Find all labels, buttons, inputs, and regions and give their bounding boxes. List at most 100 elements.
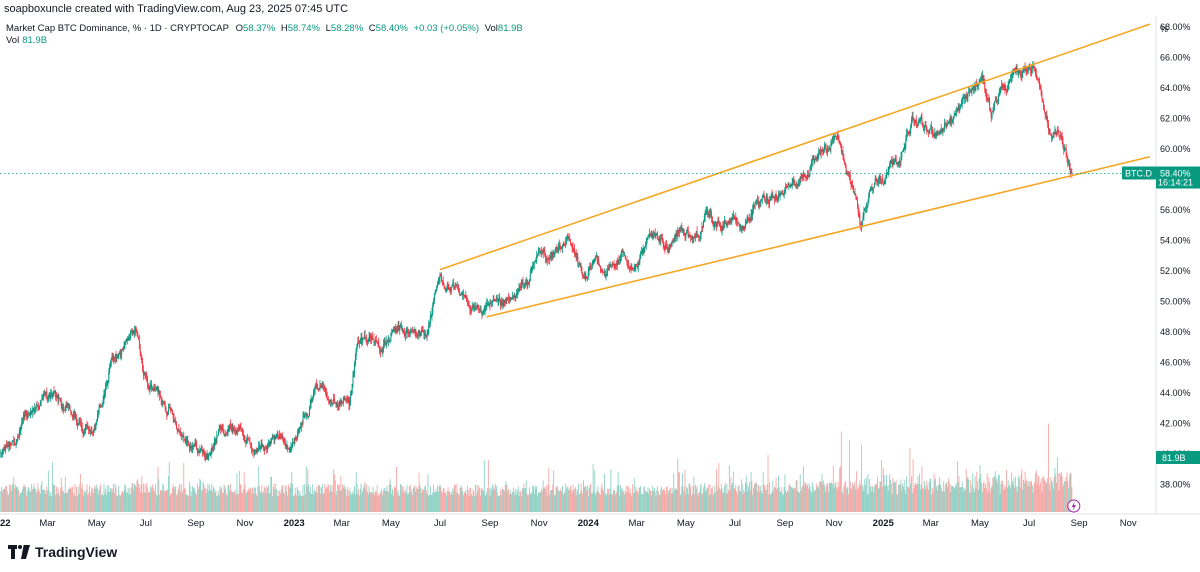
time-tick-label: May <box>677 518 695 529</box>
volume-bar <box>179 483 181 512</box>
candle-body <box>55 390 57 397</box>
candle-body <box>537 251 539 256</box>
volume-bar <box>403 486 405 512</box>
volume-bar <box>930 478 932 512</box>
volume-bar <box>500 495 502 512</box>
volume-bar <box>871 485 873 512</box>
candle-body <box>533 262 535 265</box>
candle-body <box>809 170 811 176</box>
volume-bar <box>4 488 6 512</box>
candle-body <box>554 248 556 252</box>
candle-body <box>819 150 821 152</box>
volume-bar <box>650 495 652 512</box>
volume-bar <box>518 496 520 512</box>
candle-body <box>102 400 104 404</box>
candle-body <box>674 237 676 240</box>
candle-body <box>451 284 453 288</box>
candle-body <box>1010 78 1012 79</box>
volume-bar <box>5 486 7 512</box>
volume-bar <box>222 493 224 512</box>
volume-bar <box>80 473 82 512</box>
candle-body <box>250 443 252 449</box>
candle-body <box>1065 148 1067 156</box>
candle-body <box>181 434 183 436</box>
candle-body <box>53 391 55 393</box>
candle-body <box>1010 78 1012 80</box>
volume-bar <box>1044 481 1046 512</box>
candle-body <box>68 403 70 410</box>
candle-body <box>169 407 171 409</box>
candle-body <box>128 337 130 340</box>
volume-bar <box>984 487 986 512</box>
volume-bar <box>686 486 688 512</box>
candle-body <box>926 126 928 131</box>
volume-bar <box>164 489 166 512</box>
candle-body <box>790 184 792 187</box>
volume-bar <box>267 485 269 512</box>
candle-body <box>901 152 903 158</box>
candle-body <box>171 410 173 412</box>
candle-body <box>644 246 646 252</box>
candle-body <box>283 439 285 443</box>
volume-legend[interactable]: Vol 81.9B <box>6 35 47 46</box>
candle-body <box>157 387 159 393</box>
volume-bar <box>135 487 137 512</box>
volume-bar <box>245 491 247 512</box>
volume-bar <box>744 492 746 512</box>
candle-body <box>583 274 585 277</box>
volume-bar <box>51 496 53 512</box>
volume-bar <box>612 494 613 512</box>
symbol-legend[interactable]: Market Cap BTC Dominance, % · 1D · CRYPT… <box>6 23 526 34</box>
volume-bar <box>298 495 300 512</box>
volume-bar <box>213 487 215 512</box>
candle-body <box>68 404 70 406</box>
volume-bar <box>445 493 447 512</box>
candle-body <box>279 434 281 439</box>
candle-body <box>707 209 709 213</box>
candle-body <box>687 230 689 237</box>
volume-bar <box>786 492 787 512</box>
volume-bar <box>970 492 972 512</box>
symbol-title[interactable]: Market Cap BTC Dominance, % · 1D · CRYPT… <box>6 23 229 34</box>
candle-body <box>490 303 492 305</box>
volume-bar <box>129 488 131 512</box>
candle-body <box>869 189 871 192</box>
volume-bar <box>271 495 273 512</box>
volume-bar <box>978 478 980 512</box>
candle-body <box>18 431 20 437</box>
volume-bar <box>283 492 285 512</box>
candle-body <box>815 158 817 161</box>
candle-body <box>395 328 397 332</box>
volume-bar <box>292 483 293 512</box>
candle-body <box>284 442 286 445</box>
volume-bar <box>333 469 335 512</box>
high-value: 58.74% <box>287 23 320 34</box>
volume-bar <box>1021 468 1023 512</box>
volume-bar <box>912 459 914 512</box>
candle-body <box>520 286 522 288</box>
volume-bar <box>578 494 580 512</box>
candle-body <box>92 432 94 434</box>
candle-body <box>988 97 990 101</box>
candle-body <box>914 121 916 124</box>
volume-bar <box>133 490 135 512</box>
volume-bar <box>331 484 333 512</box>
candle-body <box>302 416 304 424</box>
candle-body <box>64 406 66 411</box>
volume-bar <box>404 493 406 512</box>
candle-body <box>199 450 201 453</box>
tradingview-logo[interactable]: TradingView <box>8 544 117 560</box>
volume-bar <box>182 490 184 512</box>
candle-body <box>865 206 867 209</box>
candle-body <box>104 391 106 395</box>
candle-body <box>304 415 306 417</box>
volume-bar <box>136 480 138 512</box>
candle-body <box>417 331 419 337</box>
volume-bar <box>819 482 821 512</box>
volume-bar <box>64 493 65 512</box>
candle-body <box>49 394 51 398</box>
volume-bar <box>800 491 802 512</box>
volume-bar <box>939 477 941 512</box>
candle-body <box>671 240 673 244</box>
